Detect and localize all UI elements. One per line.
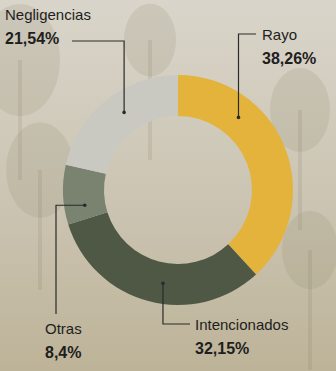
leader-line (238, 34, 256, 117)
category-label: Otras (45, 320, 82, 337)
value-label: 8,4% (45, 344, 81, 361)
leader-dot (122, 111, 126, 115)
category-label: Rayo (262, 26, 297, 43)
leader-dot (237, 116, 241, 120)
leader-line (56, 205, 85, 314)
value-label: 21,54% (5, 30, 59, 47)
trunk (38, 170, 42, 290)
leader-dot (161, 281, 165, 285)
leader-dot (83, 203, 87, 207)
leader-line (72, 41, 124, 112)
value-label: 32,15% (195, 340, 249, 357)
chart: Rayo 38,26% Intencionados 32,15% Otras 8,4% Ne… (0, 0, 336, 371)
slice (66, 75, 178, 174)
value-label: 38,26% (262, 50, 316, 67)
slice (63, 165, 107, 225)
category-label: Negligencias (5, 6, 91, 23)
slices (63, 75, 293, 305)
leader-line (163, 283, 190, 324)
category-label: Intencionados (195, 316, 288, 333)
trunk (308, 250, 312, 370)
slice (178, 75, 293, 274)
slice (68, 212, 256, 305)
trunk (298, 110, 302, 230)
